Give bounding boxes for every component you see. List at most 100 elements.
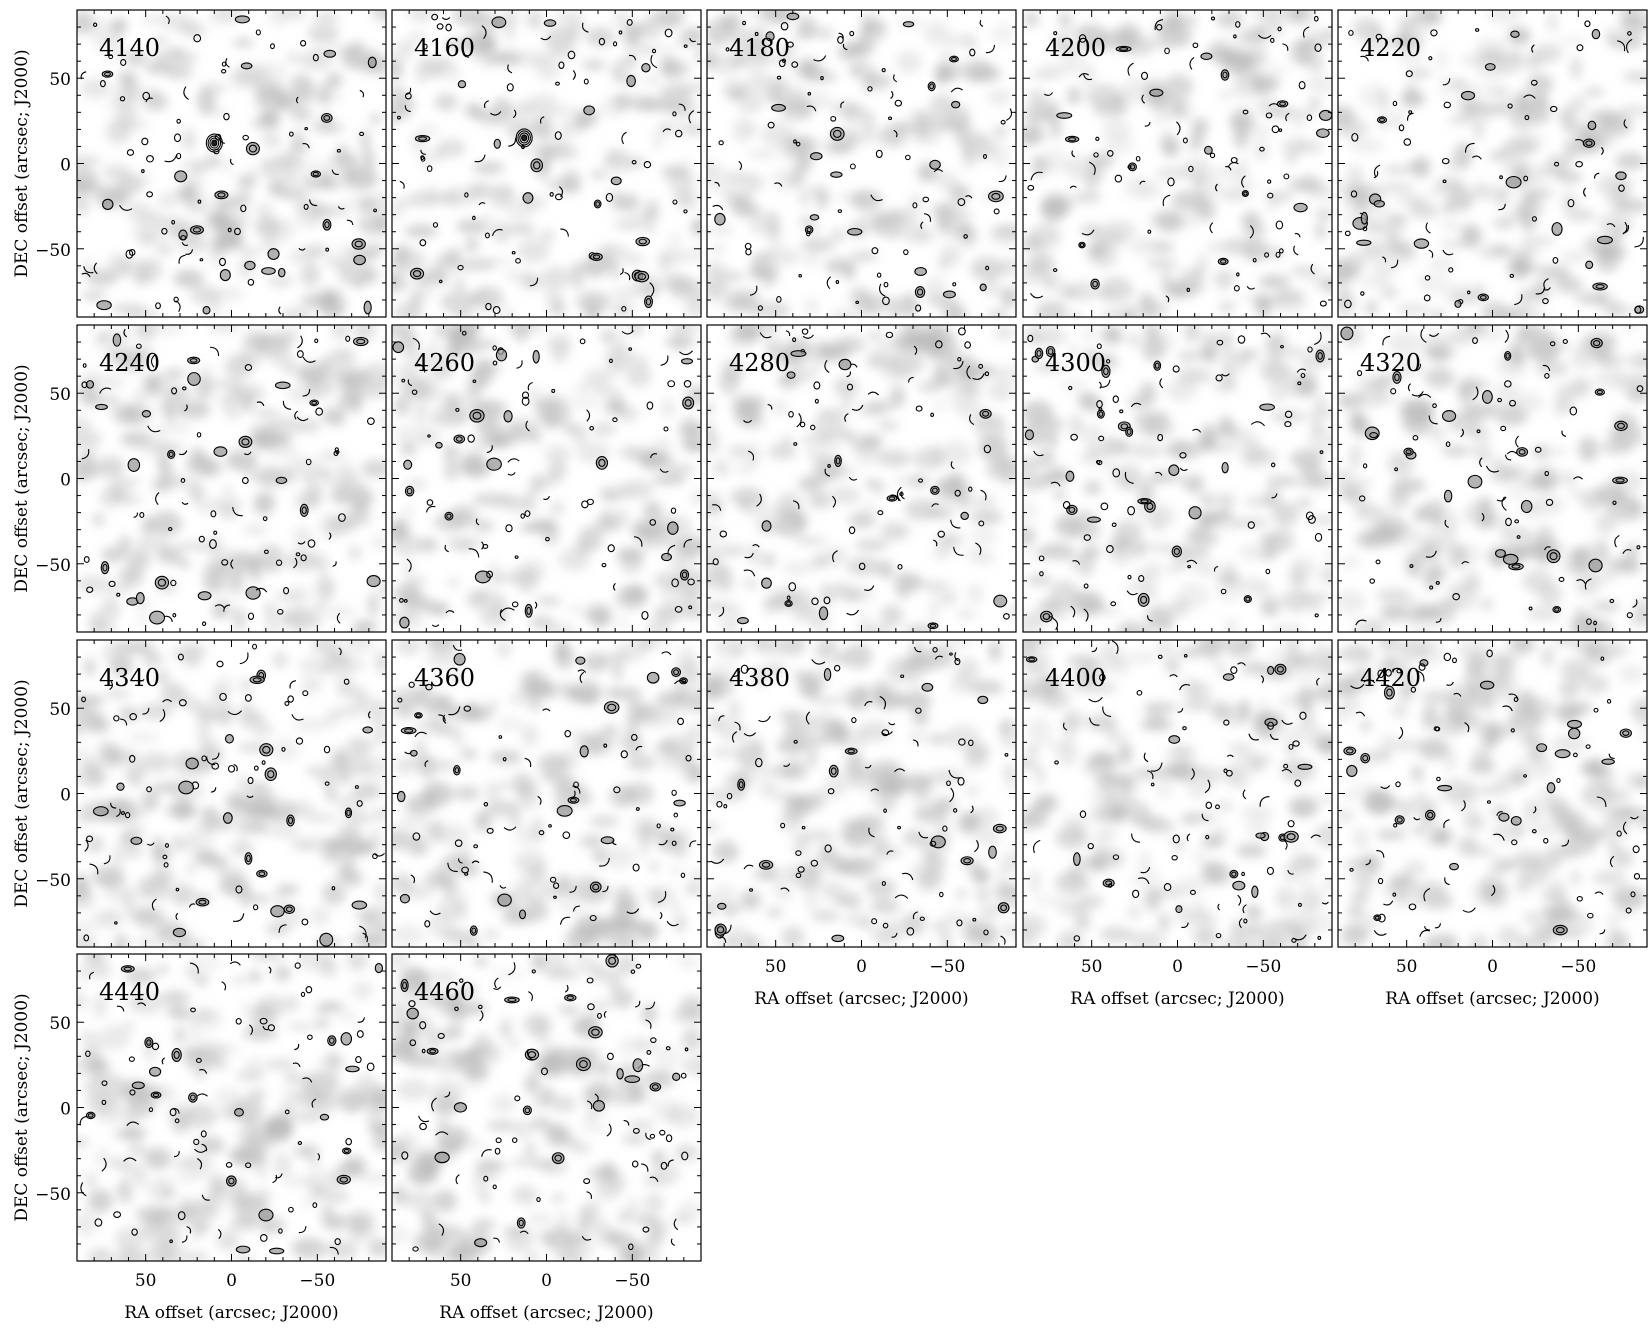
noise-blob [113,495,143,505]
contour-arc [481,541,484,550]
contour-blob-inner [267,770,275,779]
contour-ring [227,227,232,233]
contour-arc [868,827,875,838]
contour-arc [1260,332,1271,338]
noise-blob [1182,158,1212,179]
contour-arc [1594,172,1600,179]
contour-ring [120,811,125,816]
contour-arc [824,359,830,374]
contour-ring [1265,112,1273,119]
noise-blob [748,544,759,566]
contour-ring [1344,230,1351,237]
contour-arc [490,111,502,116]
noise-blob [420,595,435,609]
noise-blob [371,808,386,820]
contour-arc [1444,877,1450,886]
noise-blob [346,736,373,757]
contour-ring [776,296,782,303]
contour-blob-inner [916,288,924,296]
noise-blob [812,458,841,481]
contour-blob-inner [168,451,174,458]
contour-ring [827,463,831,468]
contour-blob [1467,474,1483,489]
contour-blob [634,270,650,283]
noise-blob [901,222,929,244]
contour-ring [628,347,633,351]
contour-blob-inner [329,1037,335,1044]
contour-blob [149,610,166,625]
y-tick-label: −50 [35,241,71,261]
noise-blob [148,876,170,902]
contour-ring [649,519,657,526]
contour-blob [249,675,265,684]
contour-arc [1169,674,1178,678]
noise-blob [1610,226,1625,242]
noise-blob [612,658,623,681]
noise-blob [849,287,872,307]
noise-blob [93,35,123,49]
noise-blob [1618,665,1646,683]
channel-panel: 4460 [391,953,702,1262]
noise-blob [1000,922,1016,939]
velocity-label: 4160 [414,34,475,62]
noise-blob [473,520,495,532]
noise-blob [1211,700,1230,721]
noise-blob [163,61,194,81]
contour-blob [1065,470,1075,482]
contour-ring [1497,397,1503,403]
contour-ring [1172,365,1180,373]
contour-ring [288,1206,294,1213]
contour-ring [823,596,831,605]
noise-blob [1354,498,1372,509]
contour-ring [1435,726,1441,732]
contour-arc [1213,565,1219,572]
contour-arc [500,607,515,614]
contour-ring [169,1239,173,1244]
noise-blob [213,599,232,617]
noise-blob [612,304,634,317]
contour-ring [820,75,824,81]
noise-blob [1615,645,1632,655]
noise-blob [843,913,872,926]
contour-ring [1634,305,1642,314]
contour-blob-inner [412,270,422,278]
contour-blob-inner [87,1113,94,1118]
contour-ring [1534,446,1542,453]
contour-arc [661,651,672,656]
noise-blob [244,465,259,483]
contour-arc [1099,379,1111,388]
noise-blob [1178,677,1202,696]
noise-blob [805,448,828,460]
contour-arc [1532,806,1537,814]
contour-ring [180,478,186,483]
contour-blob [1394,815,1405,825]
noise-blob [437,1119,449,1130]
contour-arc [1594,891,1604,895]
contour-blob [1516,447,1529,457]
contour-arc [813,55,827,62]
contour-arc [1242,789,1247,800]
noise-blob [541,104,578,117]
noise-blob [753,665,767,687]
noise-blob [83,965,101,977]
noise-blob [266,274,294,288]
contour-ring [124,812,131,819]
noise-blob [1338,284,1354,311]
contour-blob [765,31,775,42]
contour-ring [244,694,252,702]
noise-blob [749,640,784,652]
noise-blob [1531,852,1562,872]
noise-blob [151,836,166,861]
contour-blob-inner [1222,71,1228,79]
noise-blob [148,1176,175,1202]
noise-blob [1338,104,1352,120]
noise-blob [137,937,156,947]
contour-blob [992,823,1007,834]
noise-blob [1404,81,1418,107]
noise-blob [442,929,478,944]
noise-blob [1126,506,1146,515]
noise-blob [1449,714,1482,729]
noise-blob [1234,518,1270,528]
noise-blob [77,155,102,166]
contour-ring [1408,903,1417,911]
